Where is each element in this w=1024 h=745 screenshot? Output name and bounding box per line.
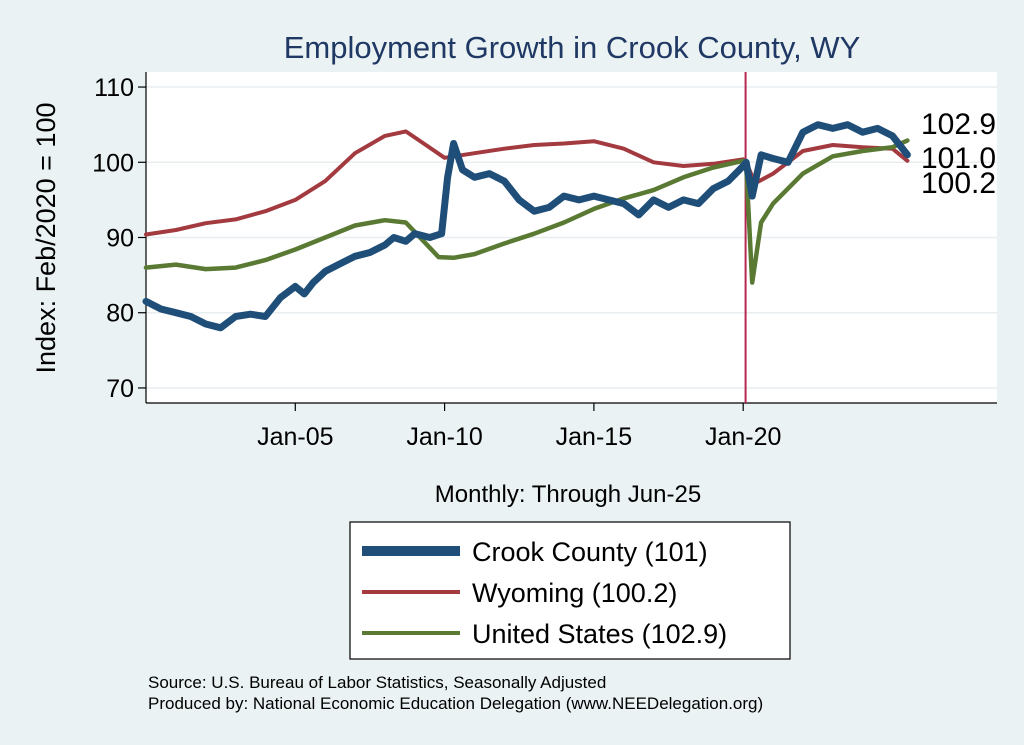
legend-label-wyoming: Wyoming (100.2) bbox=[472, 578, 677, 608]
series-line-crook-county bbox=[142, 121, 911, 332]
end-label-united-states: 102.9 bbox=[921, 108, 996, 141]
legend-label-crook: Crook County (101) bbox=[472, 537, 708, 567]
chart-title: Employment Growth in Crook County, WY bbox=[284, 30, 861, 65]
y-ticks: 70 80 90 100 110 bbox=[92, 74, 146, 403]
x-ticks: Jan-05 Jan-10 Jan-15 Jan-20 bbox=[257, 403, 781, 451]
y-tick-label-110: 110 bbox=[94, 74, 134, 102]
x-tick-label-Jan-05: Jan-05 bbox=[257, 423, 333, 451]
series-lines bbox=[142, 121, 911, 332]
x-tick-label-Jan-10: Jan-10 bbox=[406, 423, 482, 451]
y-tick-label-80: 80 bbox=[106, 300, 134, 328]
end-label-wyoming: 100.2 bbox=[921, 167, 996, 200]
y-tick-label-100: 100 bbox=[92, 149, 134, 177]
y-axis-label: Index: Feb/2020 = 100 bbox=[31, 103, 61, 374]
x-tick-label-Jan-15: Jan-15 bbox=[556, 423, 632, 451]
produced-by-note: Produced by: National Economic Education… bbox=[148, 694, 763, 713]
x-axis-label: Monthly: Through Jun-25 bbox=[435, 481, 701, 508]
y-tick-label-90: 90 bbox=[106, 225, 134, 253]
source-note: Source: U.S. Bureau of Labor Statistics,… bbox=[148, 673, 606, 692]
y-tick-label-70: 70 bbox=[106, 375, 134, 403]
legend-label-us: United States (102.9) bbox=[472, 619, 727, 649]
x-tick-label-Jan-20: Jan-20 bbox=[705, 423, 781, 451]
series-line-united-states bbox=[143, 138, 910, 285]
legend: Crook County (101) Wyoming (100.2) Unite… bbox=[349, 521, 791, 660]
series-line-wyoming bbox=[144, 129, 910, 237]
end-label-crook-county: 101.0 bbox=[921, 142, 996, 175]
grid-lines bbox=[146, 86, 997, 389]
